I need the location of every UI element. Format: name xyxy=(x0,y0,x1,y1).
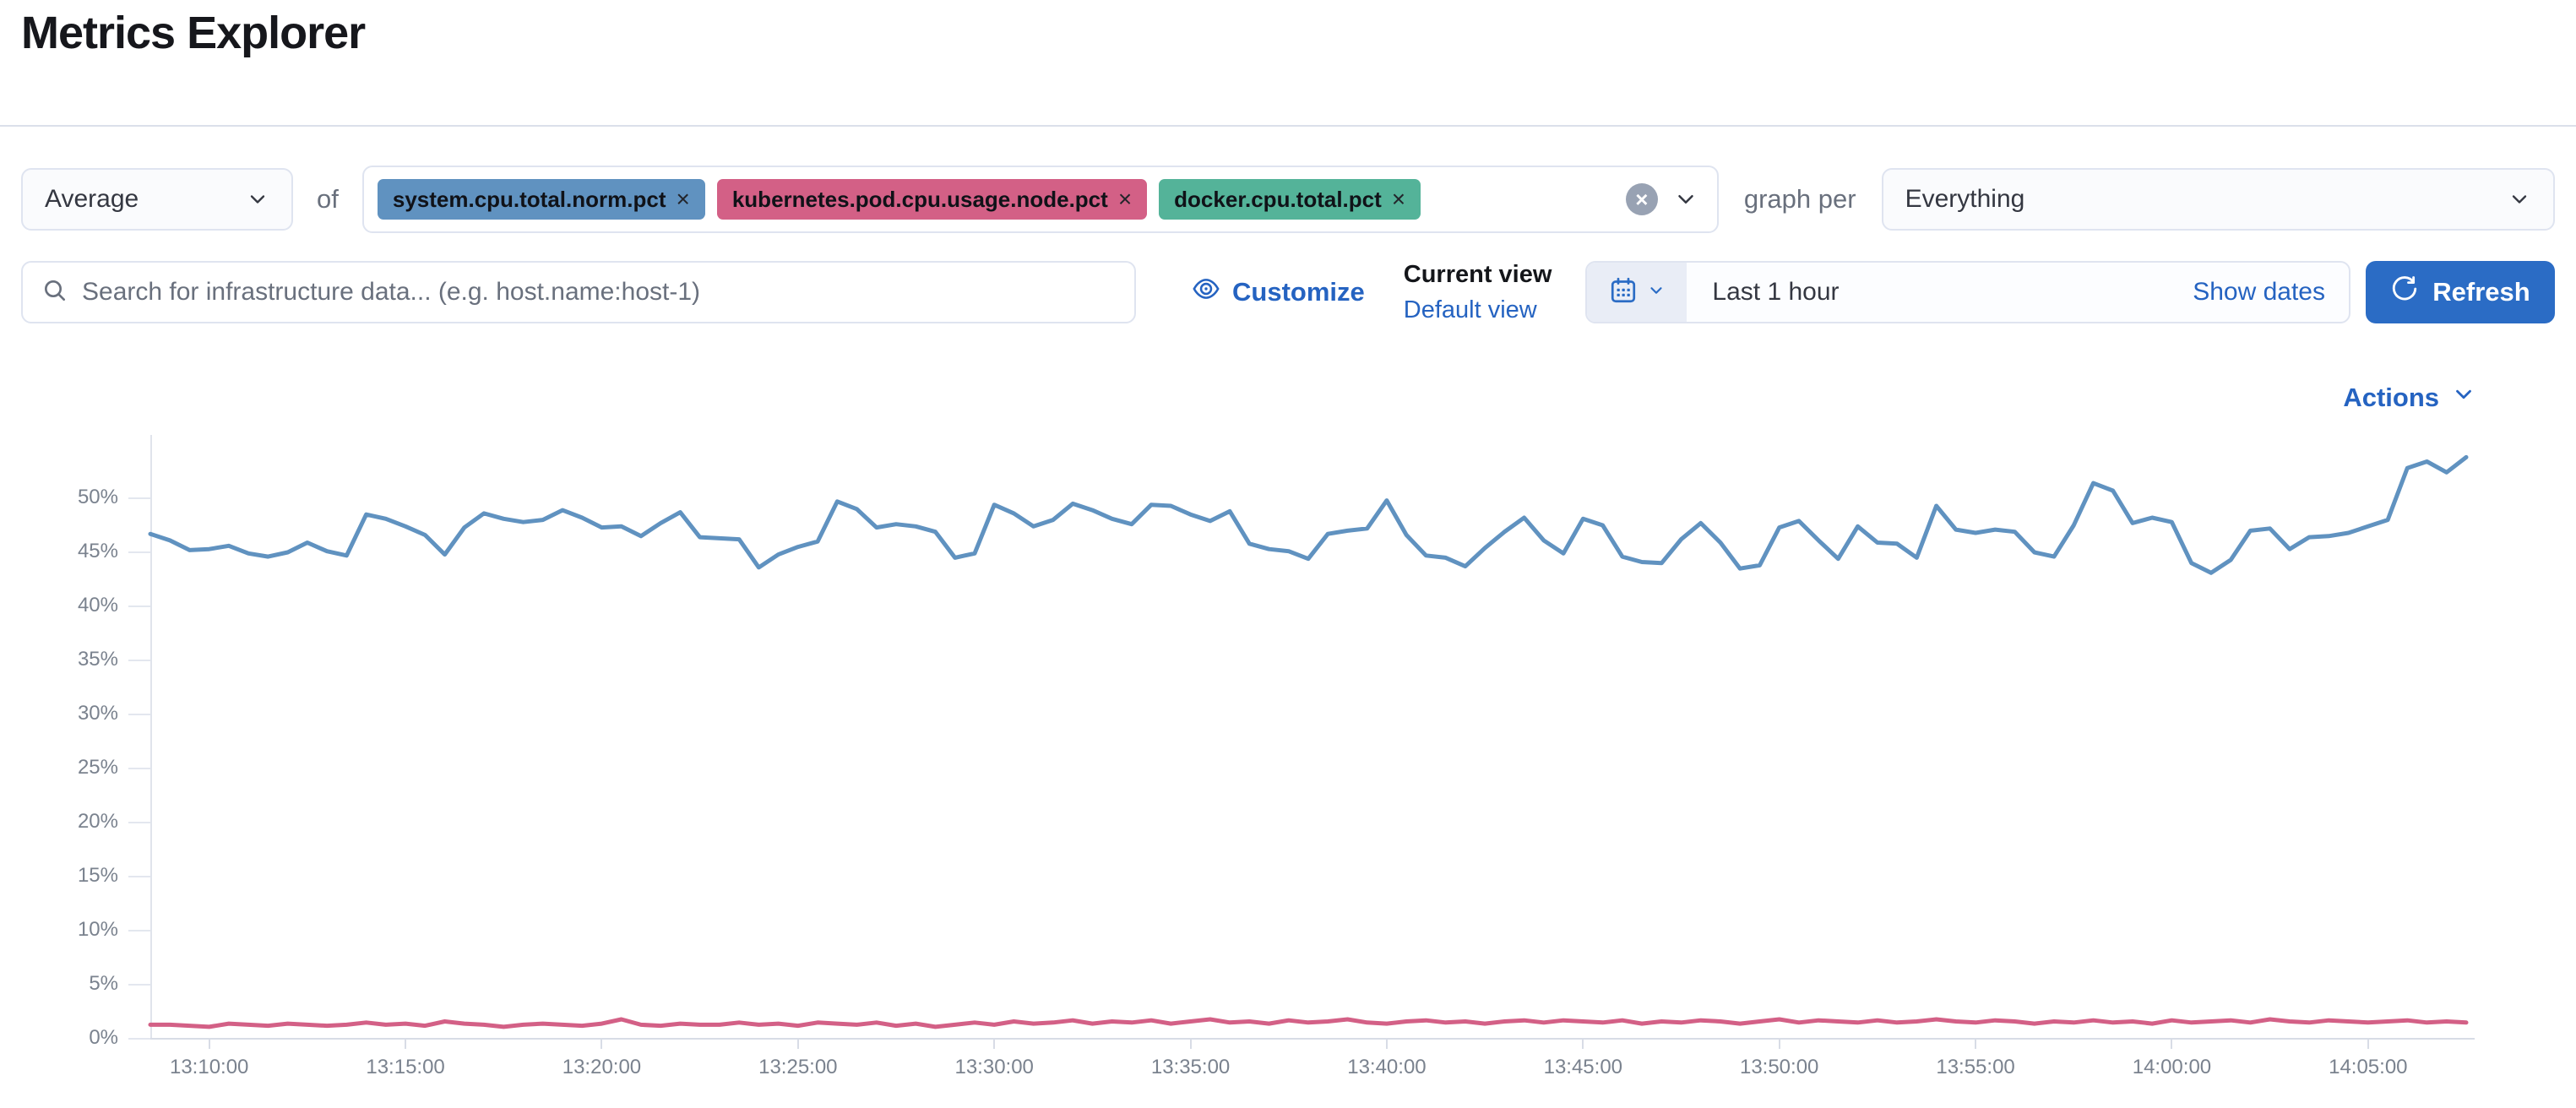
date-picker: Last 1 hour Show dates xyxy=(1585,261,2350,323)
refresh-button[interactable]: Refresh xyxy=(2366,261,2555,323)
current-view-label: Current view xyxy=(1403,261,1552,288)
y-axis-label: 0% xyxy=(89,1026,118,1049)
y-axis-tick xyxy=(128,768,150,769)
x-axis-line xyxy=(133,1038,2475,1040)
x-axis-tick xyxy=(1778,1039,1780,1049)
page-title: Metrics Explorer xyxy=(21,8,366,58)
y-axis-tick xyxy=(128,606,150,607)
chevron-down-icon xyxy=(1647,281,1666,304)
x-axis-label: 13:40:00 xyxy=(1347,1056,1427,1078)
y-axis-tick xyxy=(128,714,150,715)
metric-pill[interactable]: system.cpu.total.norm.pct × xyxy=(377,179,705,220)
x-axis-tick xyxy=(1975,1039,1977,1049)
customize-button[interactable]: Customize xyxy=(1192,274,1365,310)
eye-icon xyxy=(1192,274,1220,310)
x-axis-label: 14:00:00 xyxy=(2132,1056,2212,1078)
actions-label: Actions xyxy=(2343,383,2439,412)
x-axis-tick xyxy=(1582,1039,1584,1049)
chevron-down-icon xyxy=(246,187,269,211)
series-line-pink xyxy=(148,1017,2469,1029)
metric-pill-label: kubernetes.pod.cpu.usage.node.pct xyxy=(731,186,1108,212)
date-quick-select-button[interactable] xyxy=(1587,263,1687,322)
y-axis-label: 50% xyxy=(77,486,118,508)
search-input[interactable] xyxy=(82,278,1116,307)
remove-metric-icon[interactable]: × xyxy=(1117,186,1133,212)
graph-per-value: Everything xyxy=(1905,185,2025,213)
remove-metric-icon[interactable]: × xyxy=(1391,186,1406,212)
x-axis-tick xyxy=(1385,1039,1388,1049)
x-axis-tick xyxy=(208,1039,210,1049)
refresh-icon xyxy=(2390,274,2419,310)
metrics-combo-box[interactable]: system.cpu.total.norm.pct × kubernetes.pod… xyxy=(361,166,1719,233)
aggregation-select[interactable]: Average xyxy=(21,168,293,231)
y-axis-tick xyxy=(128,984,150,986)
search-box[interactable] xyxy=(21,261,1136,323)
x-axis-tick xyxy=(1189,1039,1192,1049)
chart-plot-area[interactable] xyxy=(148,444,2469,1039)
x-axis-label: 13:30:00 xyxy=(954,1056,1034,1078)
x-axis-label: 13:55:00 xyxy=(1936,1056,2015,1078)
y-axis-label: 10% xyxy=(77,918,118,941)
y-axis-label: 45% xyxy=(77,540,118,562)
search-icon xyxy=(41,277,68,308)
show-dates-link[interactable]: Show dates xyxy=(2193,278,2325,306)
remove-metric-icon[interactable]: × xyxy=(676,186,690,212)
y-axis-label: 30% xyxy=(77,702,118,725)
y-axis-tick xyxy=(128,497,150,499)
x-axis-label: 13:50:00 xyxy=(1739,1056,1819,1078)
graph-per-label: graph per xyxy=(1743,184,1856,214)
x-axis-label: 14:05:00 xyxy=(2329,1056,2408,1078)
metric-pill-label: system.cpu.total.norm.pct xyxy=(392,186,666,212)
metric-pill-label: docker.cpu.total.pct xyxy=(1174,186,1382,212)
x-axis-tick xyxy=(601,1039,603,1049)
x-axis-tick xyxy=(2367,1039,2369,1049)
default-view-link[interactable]: Default view xyxy=(1403,296,1537,323)
calendar-icon xyxy=(1608,275,1639,310)
chevron-down-icon xyxy=(2508,187,2531,211)
x-axis-label: 13:35:00 xyxy=(1150,1056,1231,1078)
x-axis-label: 13:15:00 xyxy=(366,1056,445,1078)
graph-per-select[interactable]: Everything xyxy=(1881,168,2555,231)
x-axis-tick xyxy=(405,1039,407,1049)
y-axis-tick xyxy=(128,876,150,877)
y-axis-tick xyxy=(128,660,150,661)
chevron-down-icon xyxy=(2451,382,2476,414)
y-axis-tick xyxy=(128,551,150,553)
x-axis-label: 13:45:00 xyxy=(1543,1056,1623,1078)
x-axis-tick xyxy=(796,1039,799,1049)
actions-menu-button[interactable]: Actions xyxy=(2343,382,2476,414)
series-line-blue xyxy=(148,454,2469,575)
y-axis-label: 35% xyxy=(77,648,118,671)
x-axis-tick xyxy=(2171,1039,2173,1049)
header-divider xyxy=(0,125,2576,127)
x-axis-tick xyxy=(993,1039,996,1049)
y-axis-tick xyxy=(128,822,150,823)
view-switcher: Current view Default view xyxy=(1404,257,1552,328)
x-axis-label: 13:25:00 xyxy=(758,1056,838,1078)
y-axis-label: 40% xyxy=(77,594,118,616)
metrics-toolbar: Average of system.cpu.total.norm.pct × kub… xyxy=(21,166,2555,233)
metric-pill[interactable]: docker.cpu.total.pct × xyxy=(1159,179,1421,220)
x-axis-label: 13:10:00 xyxy=(169,1056,249,1078)
metric-pill[interactable]: kubernetes.pod.cpu.usage.node.pct × xyxy=(716,179,1148,220)
date-range-value[interactable]: Last 1 hour xyxy=(1712,278,1840,306)
of-label: of xyxy=(317,184,339,214)
customize-label: Customize xyxy=(1232,277,1365,307)
clear-metrics-button[interactable]: × xyxy=(1625,183,1658,215)
metric-pill-list: system.cpu.total.norm.pct × kubernetes.pod… xyxy=(377,179,1421,220)
y-axis-label: 25% xyxy=(77,756,118,779)
y-axis-line xyxy=(150,435,152,1039)
y-axis-label: 20% xyxy=(77,810,118,833)
y-axis-label: 15% xyxy=(77,864,118,887)
aggregation-value: Average xyxy=(45,185,139,213)
chevron-down-icon[interactable] xyxy=(1673,187,1698,212)
y-axis-label: 5% xyxy=(89,972,118,995)
refresh-label: Refresh xyxy=(2432,277,2530,307)
x-axis-label: 13:20:00 xyxy=(562,1056,642,1078)
y-axis-tick xyxy=(128,930,150,931)
filter-bar: Customize Current view Default view xyxy=(21,261,2555,323)
y-axis-tick xyxy=(128,1038,150,1040)
